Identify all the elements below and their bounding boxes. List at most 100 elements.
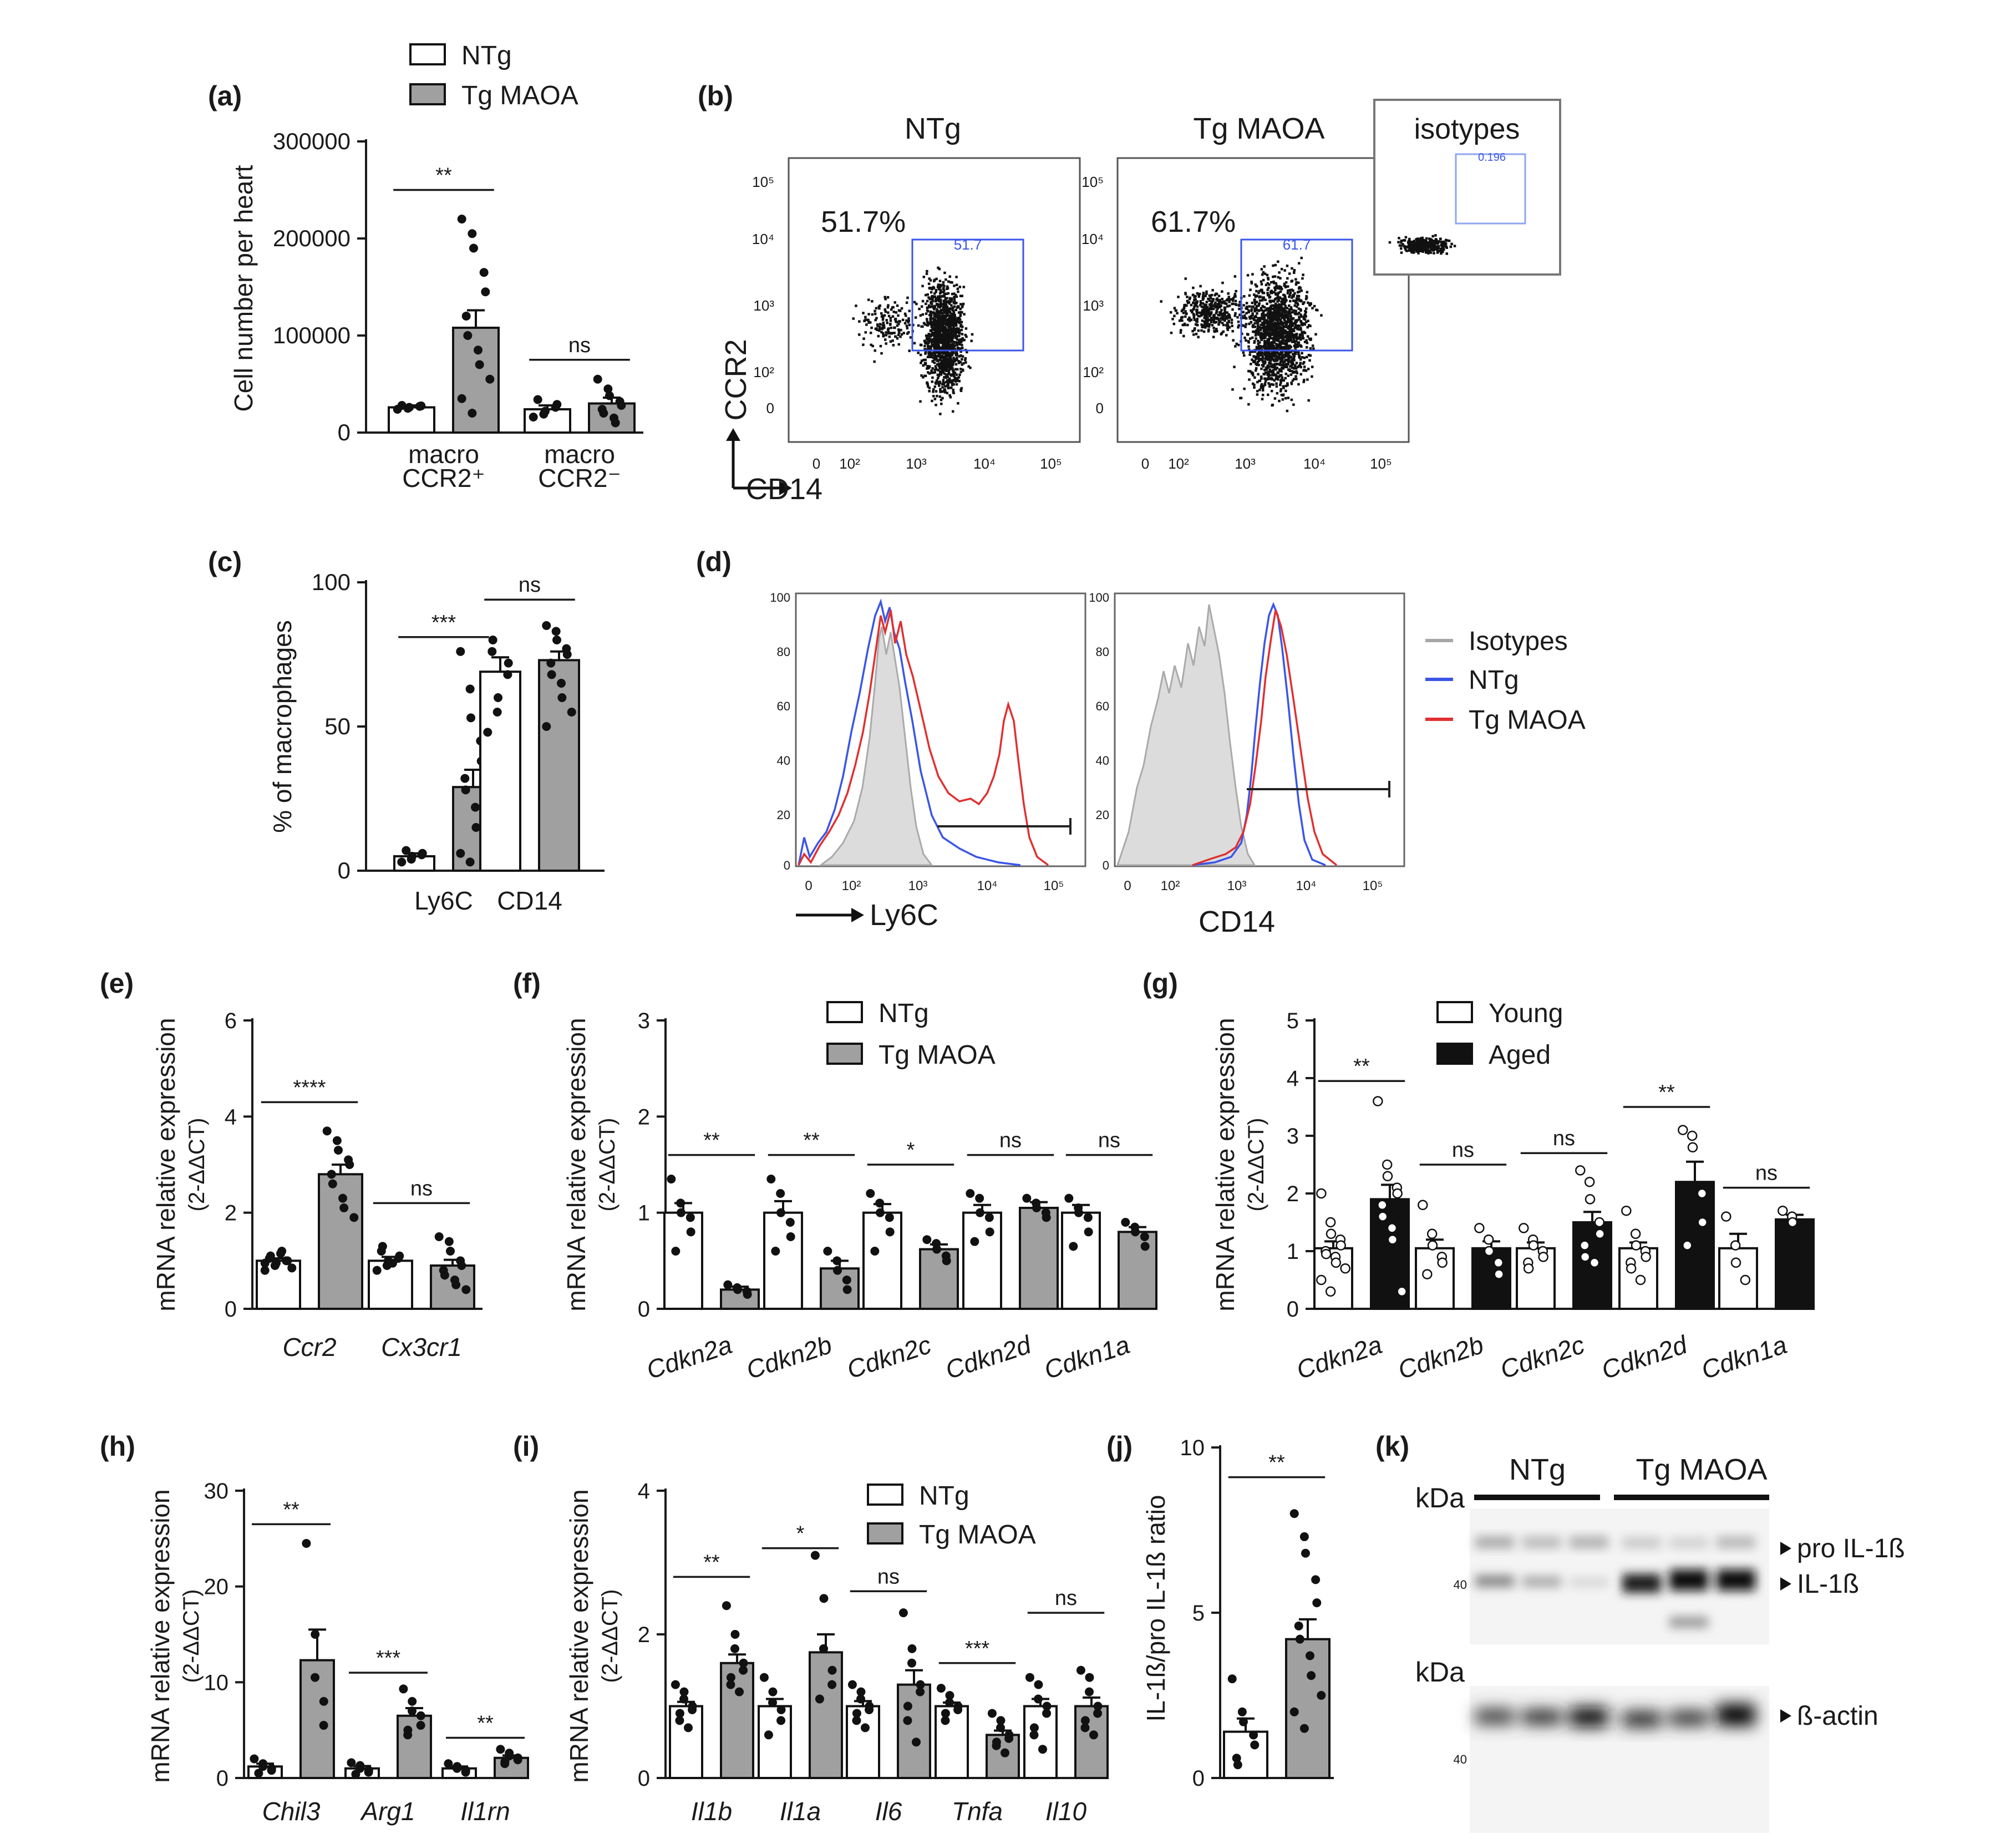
event-dot [1281,315,1284,318]
event-dot [947,321,951,324]
event-dot [1422,247,1425,250]
event-dot [1207,297,1210,301]
data-point [504,658,513,668]
legend-label-isotypes: Isotypes [1469,627,1568,656]
data-point [496,1745,505,1754]
event-dot [1298,337,1302,339]
event-dot [1293,358,1296,362]
event-dot [1279,290,1282,293]
event-dot [953,296,956,298]
event-dot [1275,375,1278,379]
event-dot [946,335,949,338]
data-point [260,1258,270,1268]
event-dot [1253,298,1256,301]
event-dot [943,301,946,304]
event-dot [1267,286,1270,289]
event-dot [936,394,938,398]
event-dot [1258,319,1262,322]
data-point [250,1754,259,1764]
data-point [987,1709,997,1718]
data-point [468,409,477,418]
event-dot [1212,327,1215,329]
histo-xtick: 10⁵ [1363,878,1383,893]
event-dot [950,341,953,343]
event-dot [1205,307,1208,310]
event-dot [1269,290,1272,293]
event-dot [1282,339,1284,342]
isotype-gate-value: 0.196 [1478,151,1506,164]
event-dot [1274,343,1278,346]
event-dot [1223,300,1226,303]
event-dot [953,313,956,317]
event-dot [1440,252,1443,255]
event-dot [1270,383,1273,386]
data-point [876,1208,885,1217]
data-point [1321,1248,1332,1259]
event-dot [946,306,949,308]
data-point [932,1244,941,1254]
data-point [1387,1234,1398,1245]
event-dot [943,305,946,308]
histo-yticks-ly6c: 100 80 60 40 20 0 [770,591,790,872]
event-dot [927,350,930,354]
event-dot [1410,251,1413,253]
event-dot [958,316,961,319]
event-dot [1267,345,1270,348]
event-dot [1277,318,1281,321]
event-dot [1267,377,1269,380]
event-dot [1268,336,1272,338]
event-dot [1284,300,1287,303]
event-dot [1207,313,1210,316]
data-point [1299,1724,1309,1733]
event-dot [1277,325,1280,328]
event-dot [1247,341,1250,344]
event-dot [1416,243,1420,246]
event-dot [923,374,926,378]
event-dot [1299,365,1303,369]
event-dot [1190,318,1193,321]
event-dot [941,317,943,320]
event-dot [1283,302,1286,306]
event-dot [1284,343,1287,346]
event-dot [1257,342,1260,346]
event-dot [945,375,948,378]
data-point [338,1193,347,1203]
event-dot [1207,318,1211,322]
event-dot [1289,291,1292,294]
y-tick-label: 100000 [273,322,351,348]
event-dot [1214,301,1217,304]
event-dot [1434,245,1436,248]
histo-xticks-ly6c: 0 10² 10³ 10⁴ 10⁵ [805,878,1064,893]
event-dot [1294,283,1298,286]
event-dot [1283,269,1286,272]
y-tick-label: 0 [638,1766,650,1791]
event-dot [1426,241,1430,245]
event-dot [1285,299,1288,302]
blot-bands-pro [1475,1536,1755,1548]
event-dot [961,333,964,336]
event-dot [961,294,963,297]
event-dot [1260,333,1263,336]
event-dot [1231,388,1234,391]
event-dot [936,327,939,331]
data-point [842,1285,852,1294]
y-axis-unit: (2-ΔΔCT) [1244,1118,1268,1212]
event-dot [940,373,943,376]
data-point [975,1193,984,1203]
event-dot [1281,357,1283,360]
event-dot [964,327,968,330]
event-dot [1266,312,1269,315]
event-dot [923,323,927,326]
event-dot [1286,285,1289,288]
event-dot [1223,319,1226,322]
event-dot [1266,322,1268,325]
event-dot [890,332,892,334]
data-point [444,1759,453,1769]
event-dot [1248,316,1251,318]
data-point [283,1256,292,1266]
event-dot [943,365,946,368]
event-dot [1437,246,1440,250]
data-point [1697,1217,1708,1228]
event-dot [1292,363,1294,366]
event-dot [906,327,909,330]
